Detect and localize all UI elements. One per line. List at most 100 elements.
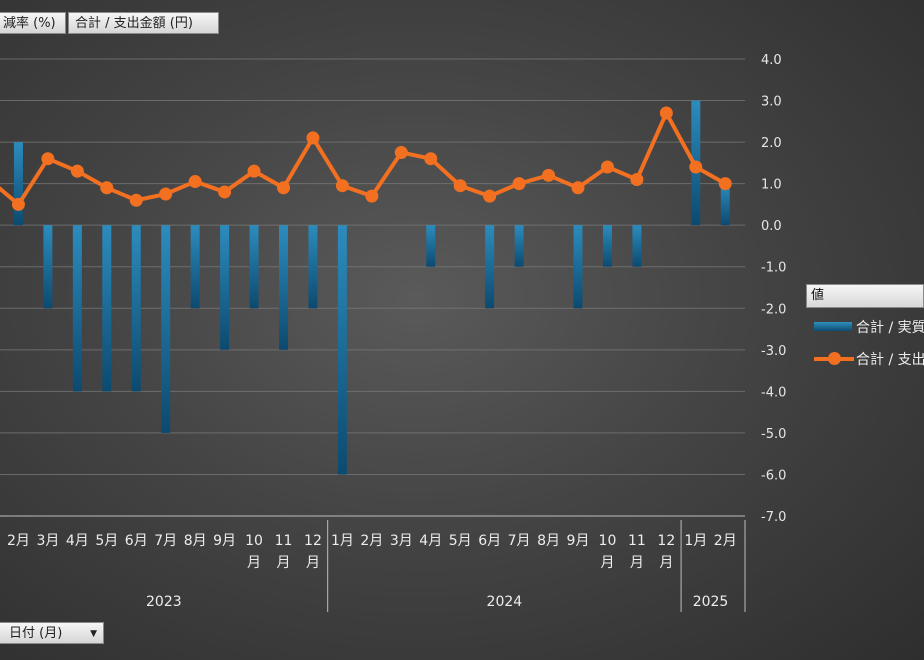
bar <box>190 225 200 309</box>
x-tick-label: 月 <box>247 555 261 571</box>
group-label: 2024 <box>487 594 523 610</box>
line-point <box>306 131 320 145</box>
x-tick-label: 2月 <box>7 533 30 549</box>
bar <box>43 225 53 309</box>
x-tick-label: 6月 <box>478 533 501 549</box>
legend-item-label: 合計 / 実質 <box>856 320 924 336</box>
line-point <box>247 164 261 178</box>
y-tick-label: -2.0 <box>761 302 786 317</box>
x-tick-label: 1月 <box>331 533 354 549</box>
bar <box>573 225 583 309</box>
y-tick-label: 3.0 <box>761 95 782 110</box>
x-tick-label: 11 <box>628 533 646 549</box>
bar <box>720 183 730 226</box>
group-label: 2023 <box>146 594 182 610</box>
x-tick-label: 2月 <box>714 533 737 549</box>
line-point <box>188 175 202 189</box>
line-point <box>689 160 703 174</box>
y-tick-label: 2.0 <box>761 136 782 151</box>
line-point <box>365 189 379 203</box>
x-tick-label: 11 <box>275 533 293 549</box>
legend-item-label: 合計 / 支出 <box>856 352 924 368</box>
legend-marker-swatch <box>828 352 841 365</box>
line-point <box>630 172 644 186</box>
x-tick-label: 月 <box>306 555 320 571</box>
line-point <box>453 179 467 193</box>
x-tick-label: 6月 <box>125 533 148 549</box>
bar <box>485 225 495 309</box>
x-tick-label: 5月 <box>449 533 472 549</box>
x-tick-label: 12 <box>657 533 675 549</box>
bar <box>602 225 612 267</box>
bar <box>249 225 259 309</box>
line-point <box>483 189 497 203</box>
group-label: 2025 <box>693 594 729 610</box>
x-tick-label: 月 <box>600 555 614 571</box>
bar <box>72 225 82 392</box>
y-tick-label: 0.0 <box>761 219 782 234</box>
x-tick-label: 5月 <box>95 533 118 549</box>
y-tick-label: -4.0 <box>761 385 786 400</box>
line-point <box>129 193 143 207</box>
bar <box>161 225 171 433</box>
bar <box>337 225 347 475</box>
line-point <box>542 168 556 182</box>
bar <box>426 225 436 267</box>
y-tick-label: -5.0 <box>761 427 786 442</box>
x-tick-label: 4月 <box>419 533 442 549</box>
line-point <box>218 185 232 199</box>
line-point <box>100 181 114 195</box>
x-tick-label: 9月 <box>567 533 590 549</box>
bar <box>131 225 141 392</box>
line-point <box>41 152 55 166</box>
line-point <box>394 145 408 159</box>
x-tick-label: 月 <box>630 555 644 571</box>
bar <box>632 225 642 267</box>
y-tick-label: -7.0 <box>761 510 786 525</box>
line-point <box>600 160 614 174</box>
y-tick-label: -3.0 <box>761 344 786 359</box>
y-tick-label: 1.0 <box>761 178 782 193</box>
x-tick-label: 10 <box>245 533 263 549</box>
x-tick-label: 4月 <box>66 533 89 549</box>
x-tick-label: 9月 <box>213 533 236 549</box>
x-tick-label: 8月 <box>184 533 207 549</box>
dropdown-arrow-icon: ▼ <box>90 629 97 639</box>
x-tick-label: 8月 <box>537 533 560 549</box>
x-tick-label: 3月 <box>390 533 413 549</box>
value-field-button-1[interactable]: 減率 (%) <box>0 12 66 34</box>
legend-header[interactable]: 値 <box>806 284 924 308</box>
bar <box>279 225 288 350</box>
y-tick-label: -1.0 <box>761 261 786 276</box>
x-tick-label: 12 <box>304 533 322 549</box>
x-tick-label: 2月 <box>360 533 383 549</box>
line-point <box>159 187 173 201</box>
axis-field-button[interactable]: 日付 (月) ▼ <box>0 622 104 644</box>
x-tick-label: 月 <box>277 555 291 571</box>
bar <box>13 142 23 226</box>
legend-bar-swatch <box>814 322 852 331</box>
y-tick-label: 4.0 <box>761 53 782 68</box>
line-point <box>335 179 349 193</box>
legend: 値 合計 / 実質 合計 / 支出 <box>806 284 924 380</box>
x-tick-label: 7月 <box>508 533 531 549</box>
bar <box>308 225 318 309</box>
line-point <box>571 181 585 195</box>
line-point <box>70 164 84 178</box>
line-point <box>277 181 290 195</box>
bar <box>220 225 230 350</box>
x-tick-label: 7月 <box>154 533 177 549</box>
axis-field-label: 日付 (月) <box>9 626 63 641</box>
x-tick-label: 月 <box>659 555 673 571</box>
bar <box>514 225 524 267</box>
value-field-button-2[interactable]: 合計 / 支出金額 (円) <box>68 12 219 34</box>
x-tick-label: 1月 <box>684 533 707 549</box>
line-point <box>659 106 673 120</box>
y-tick-label: -6.0 <box>761 468 786 483</box>
bar <box>102 225 112 392</box>
line-point <box>424 152 438 166</box>
line-point <box>718 177 732 191</box>
x-tick-label: 3月 <box>36 533 59 549</box>
x-tick-label: 10 <box>599 533 617 549</box>
